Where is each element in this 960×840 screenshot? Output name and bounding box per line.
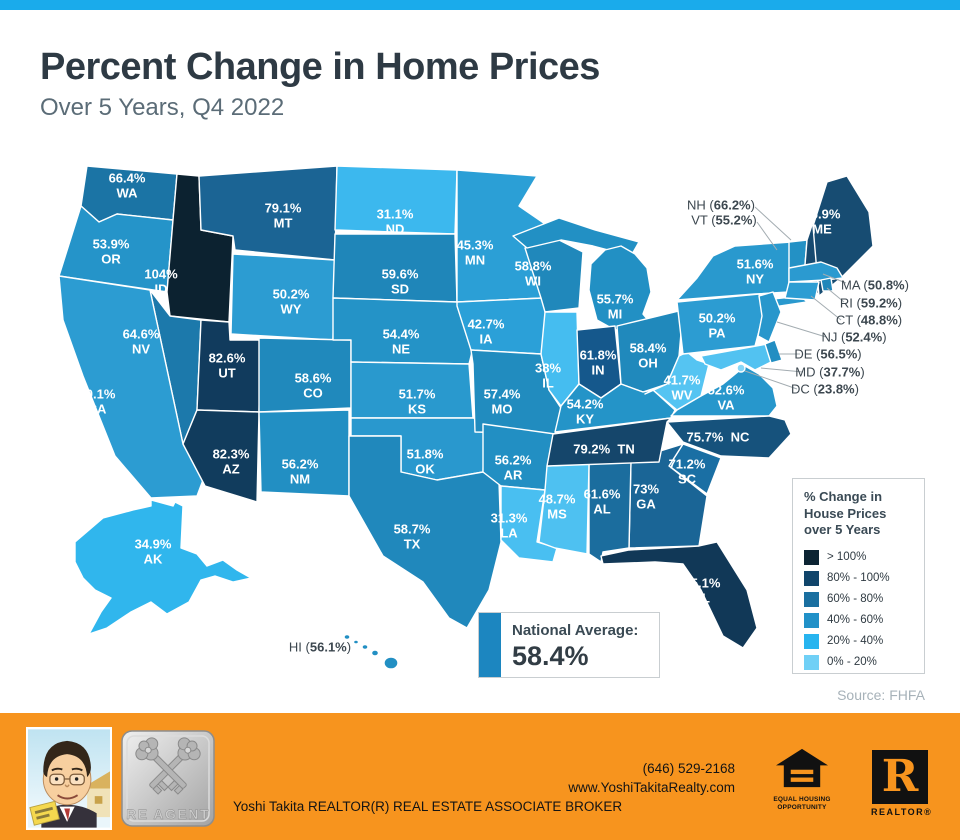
national-average-label: National Average: xyxy=(512,622,639,639)
agent-caricature-drawing xyxy=(28,729,110,828)
agent-name-line: Yoshi Takita REALTOR(R) REAL ESTATE ASSO… xyxy=(233,799,623,814)
state-AL xyxy=(588,459,632,563)
legend-swatch xyxy=(804,654,819,670)
state-NC xyxy=(666,415,792,459)
footer-bar: RE AGENT Yoshi Takita REALTOR(R) REAL ES… xyxy=(0,713,960,840)
realtor-label: REALTOR® xyxy=(871,807,933,817)
state-MS xyxy=(538,463,590,555)
state-IA xyxy=(456,297,548,355)
re-agent-badge: RE AGENT xyxy=(121,730,215,827)
legend-label: 80% - 100% xyxy=(827,572,890,585)
phone-number: (646) 529-2168 xyxy=(642,761,735,776)
source-note: Source: FHFA xyxy=(837,687,925,703)
legend-swatch xyxy=(804,612,819,628)
legend-swatch xyxy=(804,633,819,649)
state-AZ xyxy=(182,409,260,503)
state-WY xyxy=(230,253,336,341)
state-HI-island-5 xyxy=(383,656,399,670)
state-CT xyxy=(784,281,820,301)
state-WV xyxy=(644,351,710,411)
equal-housing-label-2: OPPORTUNITY xyxy=(777,804,827,811)
top-accent-strip xyxy=(0,0,960,10)
state-NM xyxy=(258,409,350,497)
us-map-svg xyxy=(58,165,874,670)
legend-item-1: 80% - 100% xyxy=(804,568,913,589)
re-agent-badge-text: RE AGENT xyxy=(126,806,210,822)
realtor-r-letter: R xyxy=(881,751,919,802)
equal-housing-label-1: EQUAL HOUSING xyxy=(773,796,831,803)
state-VA xyxy=(670,365,778,417)
state-TX xyxy=(348,435,502,629)
legend-swatch xyxy=(804,570,819,586)
state-MI xyxy=(588,245,654,331)
legend-item-0: > 100% xyxy=(804,547,913,568)
state-HI-island-1 xyxy=(343,633,351,641)
state-NY xyxy=(676,241,792,301)
state-HI-island-4 xyxy=(370,649,380,657)
legend-swatch xyxy=(804,549,819,565)
state-PA xyxy=(676,293,764,355)
legend-label: 20% - 40% xyxy=(827,635,884,648)
state-FL xyxy=(600,541,758,649)
legend-label: 60% - 80% xyxy=(827,593,884,606)
legend-items: > 100% 80% - 100% 60% - 80% 40% - 60% 20% - … xyxy=(804,547,913,673)
contact-info: (646) 529-2168 www.YoshiTakitaRealty.com xyxy=(568,759,735,797)
realtor-r-icon: R xyxy=(872,750,928,804)
equal-housing-house-icon xyxy=(776,748,828,788)
state-HI-island-2 xyxy=(352,639,360,645)
realtor-logo: R REALTOR® xyxy=(871,750,933,817)
state-TN xyxy=(546,417,672,467)
state-DE xyxy=(764,339,783,364)
state-WA xyxy=(80,165,178,223)
legend-item-3: 40% - 60% xyxy=(804,610,913,631)
legend-item-2: 60% - 80% xyxy=(804,589,913,610)
state-NJ xyxy=(757,291,782,343)
crossed-keys-icon: RE AGENT xyxy=(121,730,215,827)
legend-swatch xyxy=(804,591,819,607)
state-DC xyxy=(736,363,746,373)
page-subtitle: Over 5 Years, Q4 2022 xyxy=(40,94,285,121)
legend-item-5: 0% - 20% xyxy=(804,652,913,673)
state-AR xyxy=(482,423,556,491)
legend-label: 0% - 20% xyxy=(827,656,877,669)
state-ND xyxy=(334,165,458,235)
state-HI-island-3 xyxy=(361,643,369,651)
state-CA xyxy=(58,275,204,499)
state-AK xyxy=(74,499,252,635)
state-RI xyxy=(820,277,834,292)
national-average-accent-bar xyxy=(479,613,501,677)
state-CO xyxy=(258,337,352,413)
legend-item-4: 20% - 40% xyxy=(804,631,913,652)
website-url[interactable]: www.YoshiTakitaRealty.com xyxy=(568,780,735,795)
legend-label: > 100% xyxy=(827,551,867,564)
national-average-value: 58.4% xyxy=(512,641,589,671)
page-title: Percent Change in Home Prices xyxy=(40,46,600,88)
equal-housing-logo: EQUAL HOUSING OPPORTUNITY xyxy=(770,746,834,811)
legend-title: % Change in House Prices over 5 Years xyxy=(804,489,887,538)
agent-info: Yoshi Takita REALTOR(R) REAL ESTATE ASSO… xyxy=(233,759,622,840)
us-choropleth-map: 66.4% WA 53.9% OR 104% ID 79.1% MT 50.2% WY 64.6% N… xyxy=(55,150,909,695)
state-KS xyxy=(350,361,474,419)
map-legend: % Change in House Prices over 5 Years > … xyxy=(792,478,925,674)
agent-caricature-photo xyxy=(26,727,112,830)
state-NE xyxy=(332,297,474,365)
annotation-leader-lines xyxy=(744,206,847,390)
state-SD xyxy=(332,233,458,303)
legend-label: 40% - 60% xyxy=(827,614,884,627)
national-average-box: National Average: 58.4% xyxy=(478,612,660,678)
